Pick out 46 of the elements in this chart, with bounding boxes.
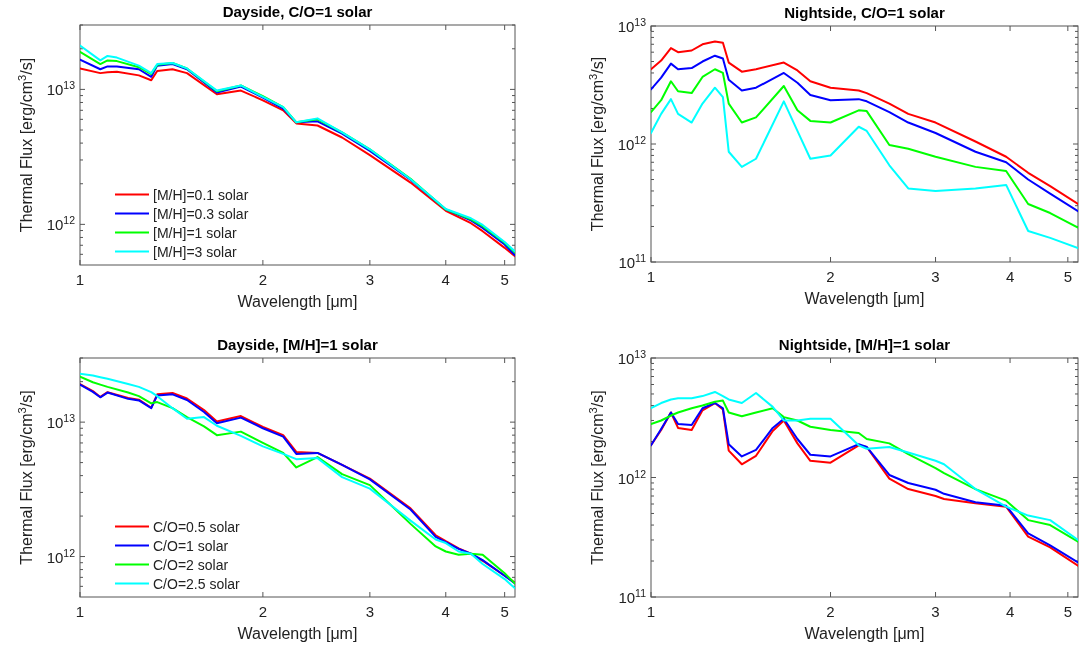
chart-title: Dayside, C/O=1 solar — [222, 3, 373, 20]
x-tick-label: 4 — [441, 271, 450, 288]
x-tick-label: 3 — [931, 603, 940, 620]
x-tick-label: 2 — [258, 603, 268, 620]
legend-label: [M/H]=0.1 solar — [153, 186, 249, 203]
y-tick-label: 10$^{13}$ — [617, 348, 647, 367]
x-tick-label: 2 — [826, 603, 835, 620]
x-tick-label: 5 — [1063, 268, 1073, 285]
y-tick-label: 10$^{13}$ — [617, 16, 647, 35]
x-tick-label: 1 — [646, 268, 656, 285]
x-tick-label: 1 — [646, 603, 656, 620]
chart-title: Nightside, [M/H]=1 solar — [778, 336, 951, 353]
x-tick-label: 2 — [258, 271, 268, 288]
x-tick-label: 3 — [931, 268, 940, 285]
x-axis-title: Wavelength [μm] — [237, 625, 358, 642]
chart-title: Dayside, [M/H]=1 solar — [217, 336, 378, 353]
x-tick-label: 4 — [1005, 603, 1015, 620]
x-tick-label: 4 — [1005, 268, 1015, 285]
x-tick-label: 3 — [365, 271, 375, 288]
legend-label: C/O=2.5 solar — [153, 575, 241, 592]
x-axis-title: Wavelength [μm] — [237, 293, 358, 310]
x-tick-label: 5 — [1063, 603, 1073, 620]
legend-label: C/O=2 solar — [153, 556, 229, 573]
y-tick-label: 10$^{13}$ — [46, 412, 76, 432]
x-tick-label: 5 — [500, 271, 509, 288]
y-tick-label: 10$^{12}$ — [46, 214, 76, 234]
legend-label: C/O=0.5 solar — [153, 518, 241, 535]
x-tick-label: 5 — [500, 603, 509, 620]
legend-label: C/O=1 solar — [153, 537, 229, 554]
y-tick-label: 10$^{11}$ — [618, 252, 647, 271]
chart-title: Nightside, C/O=1 solar — [784, 4, 945, 21]
y-tick-label: 10$^{12}$ — [617, 467, 647, 487]
y-tick-label: 10$^{11}$ — [618, 587, 647, 606]
legend-label: [M/H]=1 solar — [153, 224, 237, 241]
legend-label: [M/H]=0.3 solar — [153, 205, 249, 222]
x-axis-title: Wavelength [μm] — [804, 290, 925, 307]
x-tick-label: 2 — [826, 268, 835, 285]
x-tick-label: 1 — [75, 603, 85, 620]
x-tick-label: 1 — [75, 271, 85, 288]
y-tick-label: 10$^{13}$ — [46, 79, 76, 99]
legend-label: [M/H]=3 solar — [153, 243, 237, 260]
x-tick-label: 3 — [365, 603, 375, 620]
y-tick-label: 10$^{12}$ — [46, 546, 76, 566]
x-tick-label: 4 — [441, 603, 450, 620]
x-axis-title: Wavelength [μm] — [804, 625, 925, 642]
y-tick-label: 10$^{12}$ — [617, 134, 647, 153]
